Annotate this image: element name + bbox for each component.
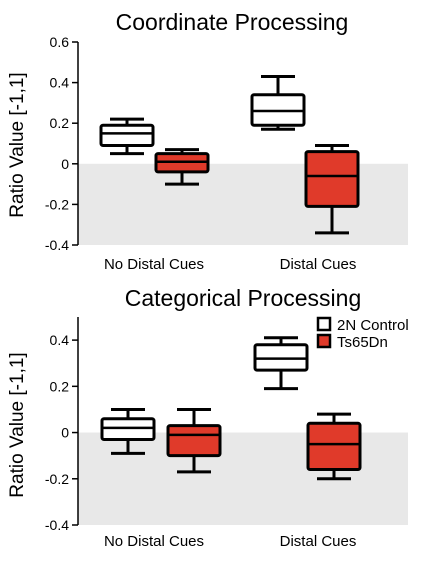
box <box>306 421 362 472</box>
category-label: Distal Cues <box>280 533 357 550</box>
panel-categorical: Categorical Processing Ratio Value [-1,1… <box>7 285 409 550</box>
box <box>304 150 360 208</box>
legend-label: Ts65Dn <box>337 334 388 351</box>
legend-swatch-ts65dn <box>316 333 332 349</box>
panel-title: Categorical Processing <box>125 285 362 311</box>
y-tick-label: 0 <box>61 425 69 441</box>
y-tick-label: 0.4 <box>50 332 70 348</box>
legend: 2N Control Ts65Dn <box>316 316 409 351</box>
y-tick-label: -0.2 <box>45 196 69 212</box>
category-label: No Distal Cues <box>104 256 204 273</box>
plot-area: 0.4 0.2 0 -0.2 -0.4 <box>45 317 408 533</box>
y-tick-label: -0.2 <box>45 471 69 487</box>
panel-title: Coordinate Processing <box>116 9 349 35</box>
legend-label: 2N Control <box>337 317 409 334</box>
y-tick-label: 0 <box>61 156 69 172</box>
y-tick-label: 0.4 <box>50 75 70 91</box>
y-tick-label: 0.2 <box>50 378 70 394</box>
y-tick-label: -0.4 <box>45 237 69 253</box>
y-axis-label: Ratio Value [-1,1] <box>7 352 28 497</box>
y-tick-label: -0.4 <box>45 517 69 533</box>
y-tick-label: 0.6 <box>50 34 70 50</box>
plot-area: 0.6 0.4 0.2 0 -0.2 -0.4 <box>45 34 408 253</box>
category-label: No Distal Cues <box>104 533 204 550</box>
legend-swatch-control <box>316 316 332 332</box>
panel-coordinate: Coordinate Processing Ratio Value [-1,1]… <box>7 9 408 273</box>
box <box>99 123 155 148</box>
y-axis-label: Ratio Value [-1,1] <box>7 72 28 217</box>
y-tick-label: 0.2 <box>50 115 70 131</box>
category-label: Distal Cues <box>280 256 357 273</box>
box <box>166 424 222 458</box>
